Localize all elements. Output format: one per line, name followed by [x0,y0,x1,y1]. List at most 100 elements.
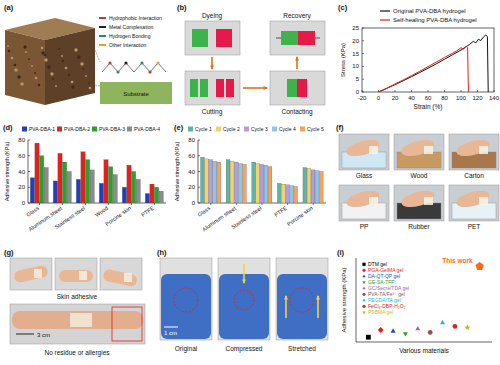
soil-grain [71,85,74,88]
legend-swatch [362,293,365,296]
point [453,324,458,329]
state-label: Original [175,345,198,353]
bar [122,187,126,203]
finger [102,269,138,288]
scale-bar [16,334,34,335]
bar [315,171,319,203]
photo [100,258,142,290]
legend-label: Original PVA-DBA hydrogel [393,8,466,14]
soil-grain [65,67,68,70]
bar [281,184,285,203]
soil-grain [25,51,27,53]
y-tick-label: 20 [188,184,195,190]
hydrogel [369,197,378,205]
point [464,324,470,330]
legend-swatch [362,263,365,266]
arrow-head [295,56,299,61]
interaction-label: Metal Complexation [109,24,153,30]
hydrogel [369,146,378,154]
legend-label: Self-healing PVA-DBA hydrogel [393,17,477,23]
finger [345,137,381,159]
gel [297,79,307,97]
x-tick [428,90,429,92]
soil-grain [17,75,20,78]
hydrogel [34,269,42,278]
soil-grain [7,45,9,47]
hydrogel [424,197,433,205]
x-axis-title: Various materials [399,347,449,354]
y-tick-label: 40 [18,169,25,175]
polymer-chain [102,63,166,72]
tweezer [315,37,320,38]
bar [277,183,281,203]
x-tick [477,90,478,92]
figure: 0510152025-20020406080100120140Stress (K… [0,0,500,365]
y-tick [198,155,200,156]
bar [243,164,247,203]
bond-site [148,70,151,73]
photo [339,185,389,221]
bar [63,162,67,203]
legend-swatch [92,127,97,132]
y-axis-title: Adhesive strength (KPa) [174,142,180,202]
y-axis-title: Adhesive strength (KPa) [341,267,347,332]
scale-label: 3 cm [37,332,50,338]
photo [10,258,52,290]
legend-label: Cycle 5 [307,126,324,132]
bar [104,160,108,203]
step-label: Dyeing [202,12,223,20]
finger [400,137,436,159]
gel [298,31,315,45]
scale-label: 1 cm [164,330,177,336]
highlight-circle [174,288,198,312]
plot-frame [362,28,494,92]
photo [185,21,240,55]
x-tick-label: 120 [472,95,483,101]
y-tick-label: 20 [352,38,359,44]
scale-bar [164,327,178,328]
legend-swatch [300,127,305,132]
gel [216,29,232,47]
arrow-head [284,295,288,300]
point [366,335,371,340]
panel-letter: (b) [177,3,187,12]
x-tick [236,203,237,205]
bar [286,185,290,203]
interaction-swatch [99,26,106,28]
category-label: Porcine skin [104,205,132,227]
state-label: Stretched [288,345,316,352]
finger [455,188,491,210]
soil-grain [71,81,74,84]
bar [319,172,323,204]
substrate [100,82,172,104]
soil-grain [62,60,65,63]
gel [190,79,198,97]
x-tick [39,203,40,205]
category-label: Glass [25,205,40,218]
point [415,326,420,330]
legend-swatch [244,127,249,132]
zoom-line [95,50,100,62]
step-label: Recovery [283,12,311,20]
bar [136,179,140,203]
bar [260,164,264,203]
panel-letter: (i) [337,248,345,257]
legend-swatch [362,286,365,289]
bar [99,183,103,203]
y-tick [28,203,30,204]
bar [150,184,154,203]
x-tick [444,90,445,92]
x-tick [494,90,495,92]
highlight-circle [234,290,254,310]
bar [294,186,298,203]
bond-site [108,61,111,64]
category-label: PTFE [140,205,155,218]
y-tick [28,171,30,172]
category-label: Glass [196,205,211,218]
state-label: Compressed [226,345,263,353]
bond-site [116,70,119,73]
legend-label: PVA-DBA-4 [134,126,160,132]
soil-grain [44,58,47,61]
bar [109,167,113,203]
step-label: Contacting [281,108,312,116]
